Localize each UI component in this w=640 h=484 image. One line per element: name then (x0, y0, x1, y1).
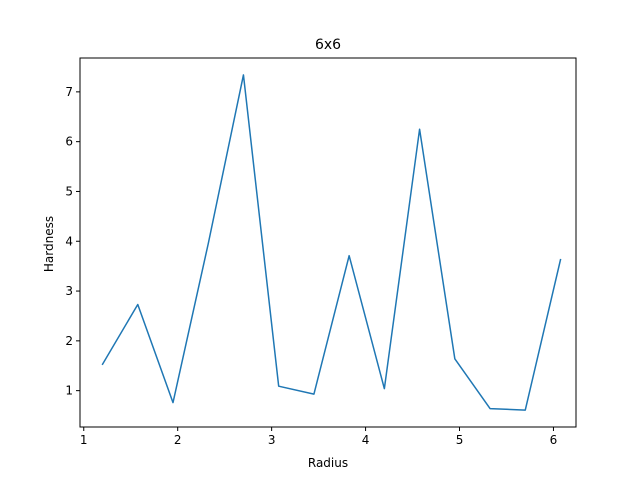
data-point (348, 255, 350, 257)
y-tick-label: 2 (65, 334, 73, 348)
data-point (384, 388, 386, 390)
y-tick-label: 5 (65, 184, 73, 198)
data-point (560, 259, 562, 261)
y-tick-label: 7 (65, 85, 73, 99)
chart-title: 6x6 (315, 37, 341, 53)
data-point (313, 393, 315, 395)
data-point (278, 385, 280, 387)
x-axis: 1 2 3 4 5 6 (80, 427, 557, 447)
data-point (137, 304, 139, 306)
data-point (102, 363, 104, 365)
axes-frame (79, 57, 577, 428)
data-point (454, 358, 456, 360)
data-point (243, 74, 245, 76)
series-line-0 (101, 74, 562, 411)
data-point (489, 408, 491, 410)
y-tick-label: 6 (65, 135, 73, 149)
data-point (207, 243, 209, 245)
data-point (524, 409, 526, 411)
x-axis-label: Radius (308, 456, 348, 470)
series-layer (101, 74, 562, 411)
x-tick-label: 6 (550, 433, 558, 447)
data-point (419, 128, 421, 130)
data-point (172, 402, 174, 404)
x-tick-label: 1 (80, 433, 88, 447)
y-axis-label: Hardness (42, 216, 56, 272)
x-tick-label: 3 (268, 433, 276, 447)
x-tick-label: 4 (362, 433, 370, 447)
y-tick-label: 3 (65, 284, 73, 298)
y-axis: 1 2 3 4 5 6 7 (65, 85, 80, 398)
x-tick-label: 5 (456, 433, 464, 447)
x-tick-label: 2 (174, 433, 182, 447)
y-tick-label: 1 (65, 384, 73, 398)
y-tick-label: 4 (65, 234, 73, 248)
plot-area (79, 57, 577, 428)
